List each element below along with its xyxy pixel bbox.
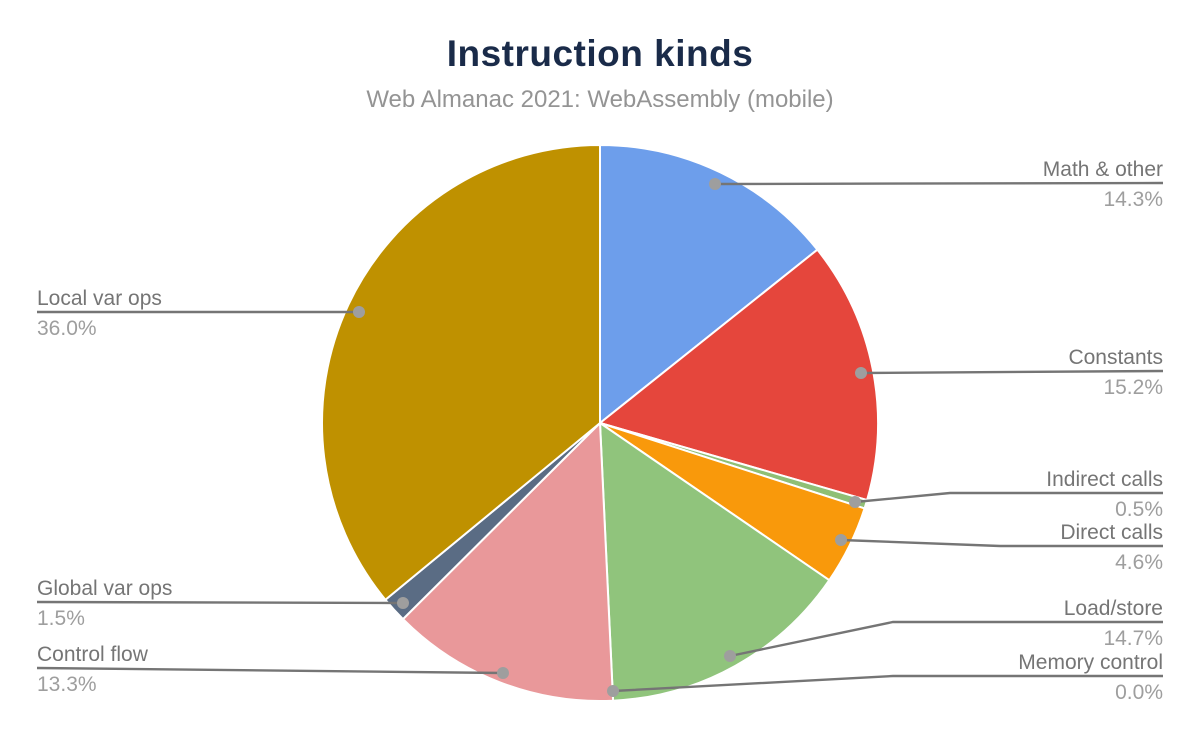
callout-line-indirect-calls xyxy=(854,491,1163,504)
segment-value-indirect-calls: 0.5% xyxy=(1115,498,1163,521)
callout-line-load-store xyxy=(729,620,1163,658)
segment-value-math-other: 14.3% xyxy=(1103,188,1163,211)
segment-value-control-flow: 13.3% xyxy=(37,673,97,696)
pie-slice-control-flow[interactable] xyxy=(401,422,615,702)
segment-value-global-var-ops: 1.5% xyxy=(37,607,85,630)
pie-slices-layer xyxy=(321,144,879,702)
segment-label-direct-calls: Direct calls xyxy=(1060,521,1163,544)
segment-label-load-store: Load/store xyxy=(1064,597,1163,620)
callout-dot-global-var-ops xyxy=(397,597,409,609)
callout-line-control-flow xyxy=(36,666,504,675)
segment-label-memory-control: Memory control xyxy=(1018,651,1163,674)
segment-value-memory-control: 0.0% xyxy=(1115,681,1163,704)
pie-slice-local-var-ops[interactable] xyxy=(321,144,601,601)
segment-value-local-var-ops: 36.0% xyxy=(37,317,97,340)
pie-slice-load-store[interactable] xyxy=(599,422,831,702)
callout-dot-indirect-calls xyxy=(849,496,861,508)
callout-dot-math-other xyxy=(709,178,721,190)
callout-dot-load-store xyxy=(724,650,736,662)
segment-label-math-other: Math & other xyxy=(1043,158,1163,181)
callout-dot-control-flow xyxy=(497,667,509,679)
segment-value-constants: 15.2% xyxy=(1103,376,1163,399)
callout-line-global-var-ops xyxy=(36,600,404,605)
segment-label-global-var-ops: Global var ops xyxy=(37,577,172,600)
callout-line-math-other xyxy=(714,181,1164,186)
segment-value-direct-calls: 4.6% xyxy=(1115,551,1163,574)
callout-layer: Math & other 14.3% Constants 15.2% Indirect … xyxy=(36,158,1164,704)
segment-value-load-store: 14.7% xyxy=(1103,627,1163,650)
segment-label-indirect-calls: Indirect calls xyxy=(1046,468,1163,491)
callout-dot-constants xyxy=(855,367,867,379)
chart-subtitle: Web Almanac 2021: WebAssembly (mobile) xyxy=(366,86,834,113)
segment-label-local-var-ops: Local var ops xyxy=(37,287,162,310)
segment-label-control-flow: Control flow xyxy=(37,643,149,666)
pie-slice-math-other[interactable] xyxy=(599,144,819,424)
callout-line-memory-control xyxy=(612,674,1163,693)
chart-title: Instruction kinds xyxy=(446,33,754,74)
segment-label-constants: Constants xyxy=(1068,346,1163,369)
pie-slice-constants[interactable] xyxy=(599,248,879,502)
callout-line-direct-calls xyxy=(840,538,1163,548)
callout-dot-local-var-ops xyxy=(353,306,365,318)
callout-line-constants xyxy=(860,369,1164,375)
callout-dot-memory-control xyxy=(607,685,619,697)
callout-dot-direct-calls xyxy=(835,534,847,546)
